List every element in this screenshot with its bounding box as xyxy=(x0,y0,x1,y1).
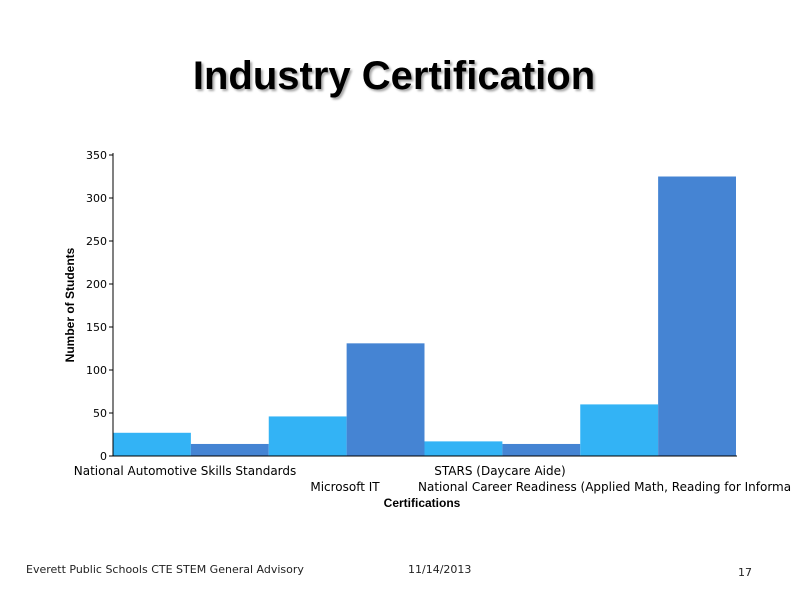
bar-2 xyxy=(190,443,269,456)
x-category-labels: National Automotive Skills Standards Micr… xyxy=(74,464,791,494)
x-category-label: National Career Readiness (Applied Math,… xyxy=(418,480,791,494)
y-tick-labels: 0 50 100 150 200 250 300 350 xyxy=(86,149,107,463)
y-tick-label: 350 xyxy=(86,149,107,162)
y-tick-label: 150 xyxy=(86,321,107,334)
bar-1 xyxy=(113,432,191,456)
bar-chart: 0 50 100 150 200 250 300 350 National Automotiv… xyxy=(63,149,791,510)
bar-8 xyxy=(658,176,736,456)
y-axis-label: Number of Students xyxy=(63,247,77,362)
bar-3 xyxy=(268,416,347,456)
footer-date: 11/14/2013 xyxy=(408,563,472,576)
y-tick-label: 300 xyxy=(86,192,107,205)
y-tick-label: 100 xyxy=(86,364,107,377)
x-category-label: Microsoft IT xyxy=(310,480,380,494)
x-category-label: National Automotive Skills Standards xyxy=(74,464,297,478)
bar-7 xyxy=(580,404,659,456)
y-tick-label: 200 xyxy=(86,278,107,291)
footer-presentation-name: Everett Public Schools CTE STEM General … xyxy=(26,563,304,576)
slide-title: Industry Certification xyxy=(192,54,596,98)
bar-6 xyxy=(502,443,581,456)
x-category-label: STARS (Daycare Aide) xyxy=(434,464,565,478)
bar-5 xyxy=(424,441,503,456)
axes-layer xyxy=(109,153,737,457)
y-tick-label: 50 xyxy=(93,407,107,420)
y-tick-label: 0 xyxy=(100,450,107,463)
page-number: 17 xyxy=(738,566,752,579)
bar-4 xyxy=(346,343,425,456)
bars-layer xyxy=(113,176,736,456)
x-axis-label: Certifications xyxy=(384,496,461,510)
y-tick-label: 250 xyxy=(86,235,107,248)
